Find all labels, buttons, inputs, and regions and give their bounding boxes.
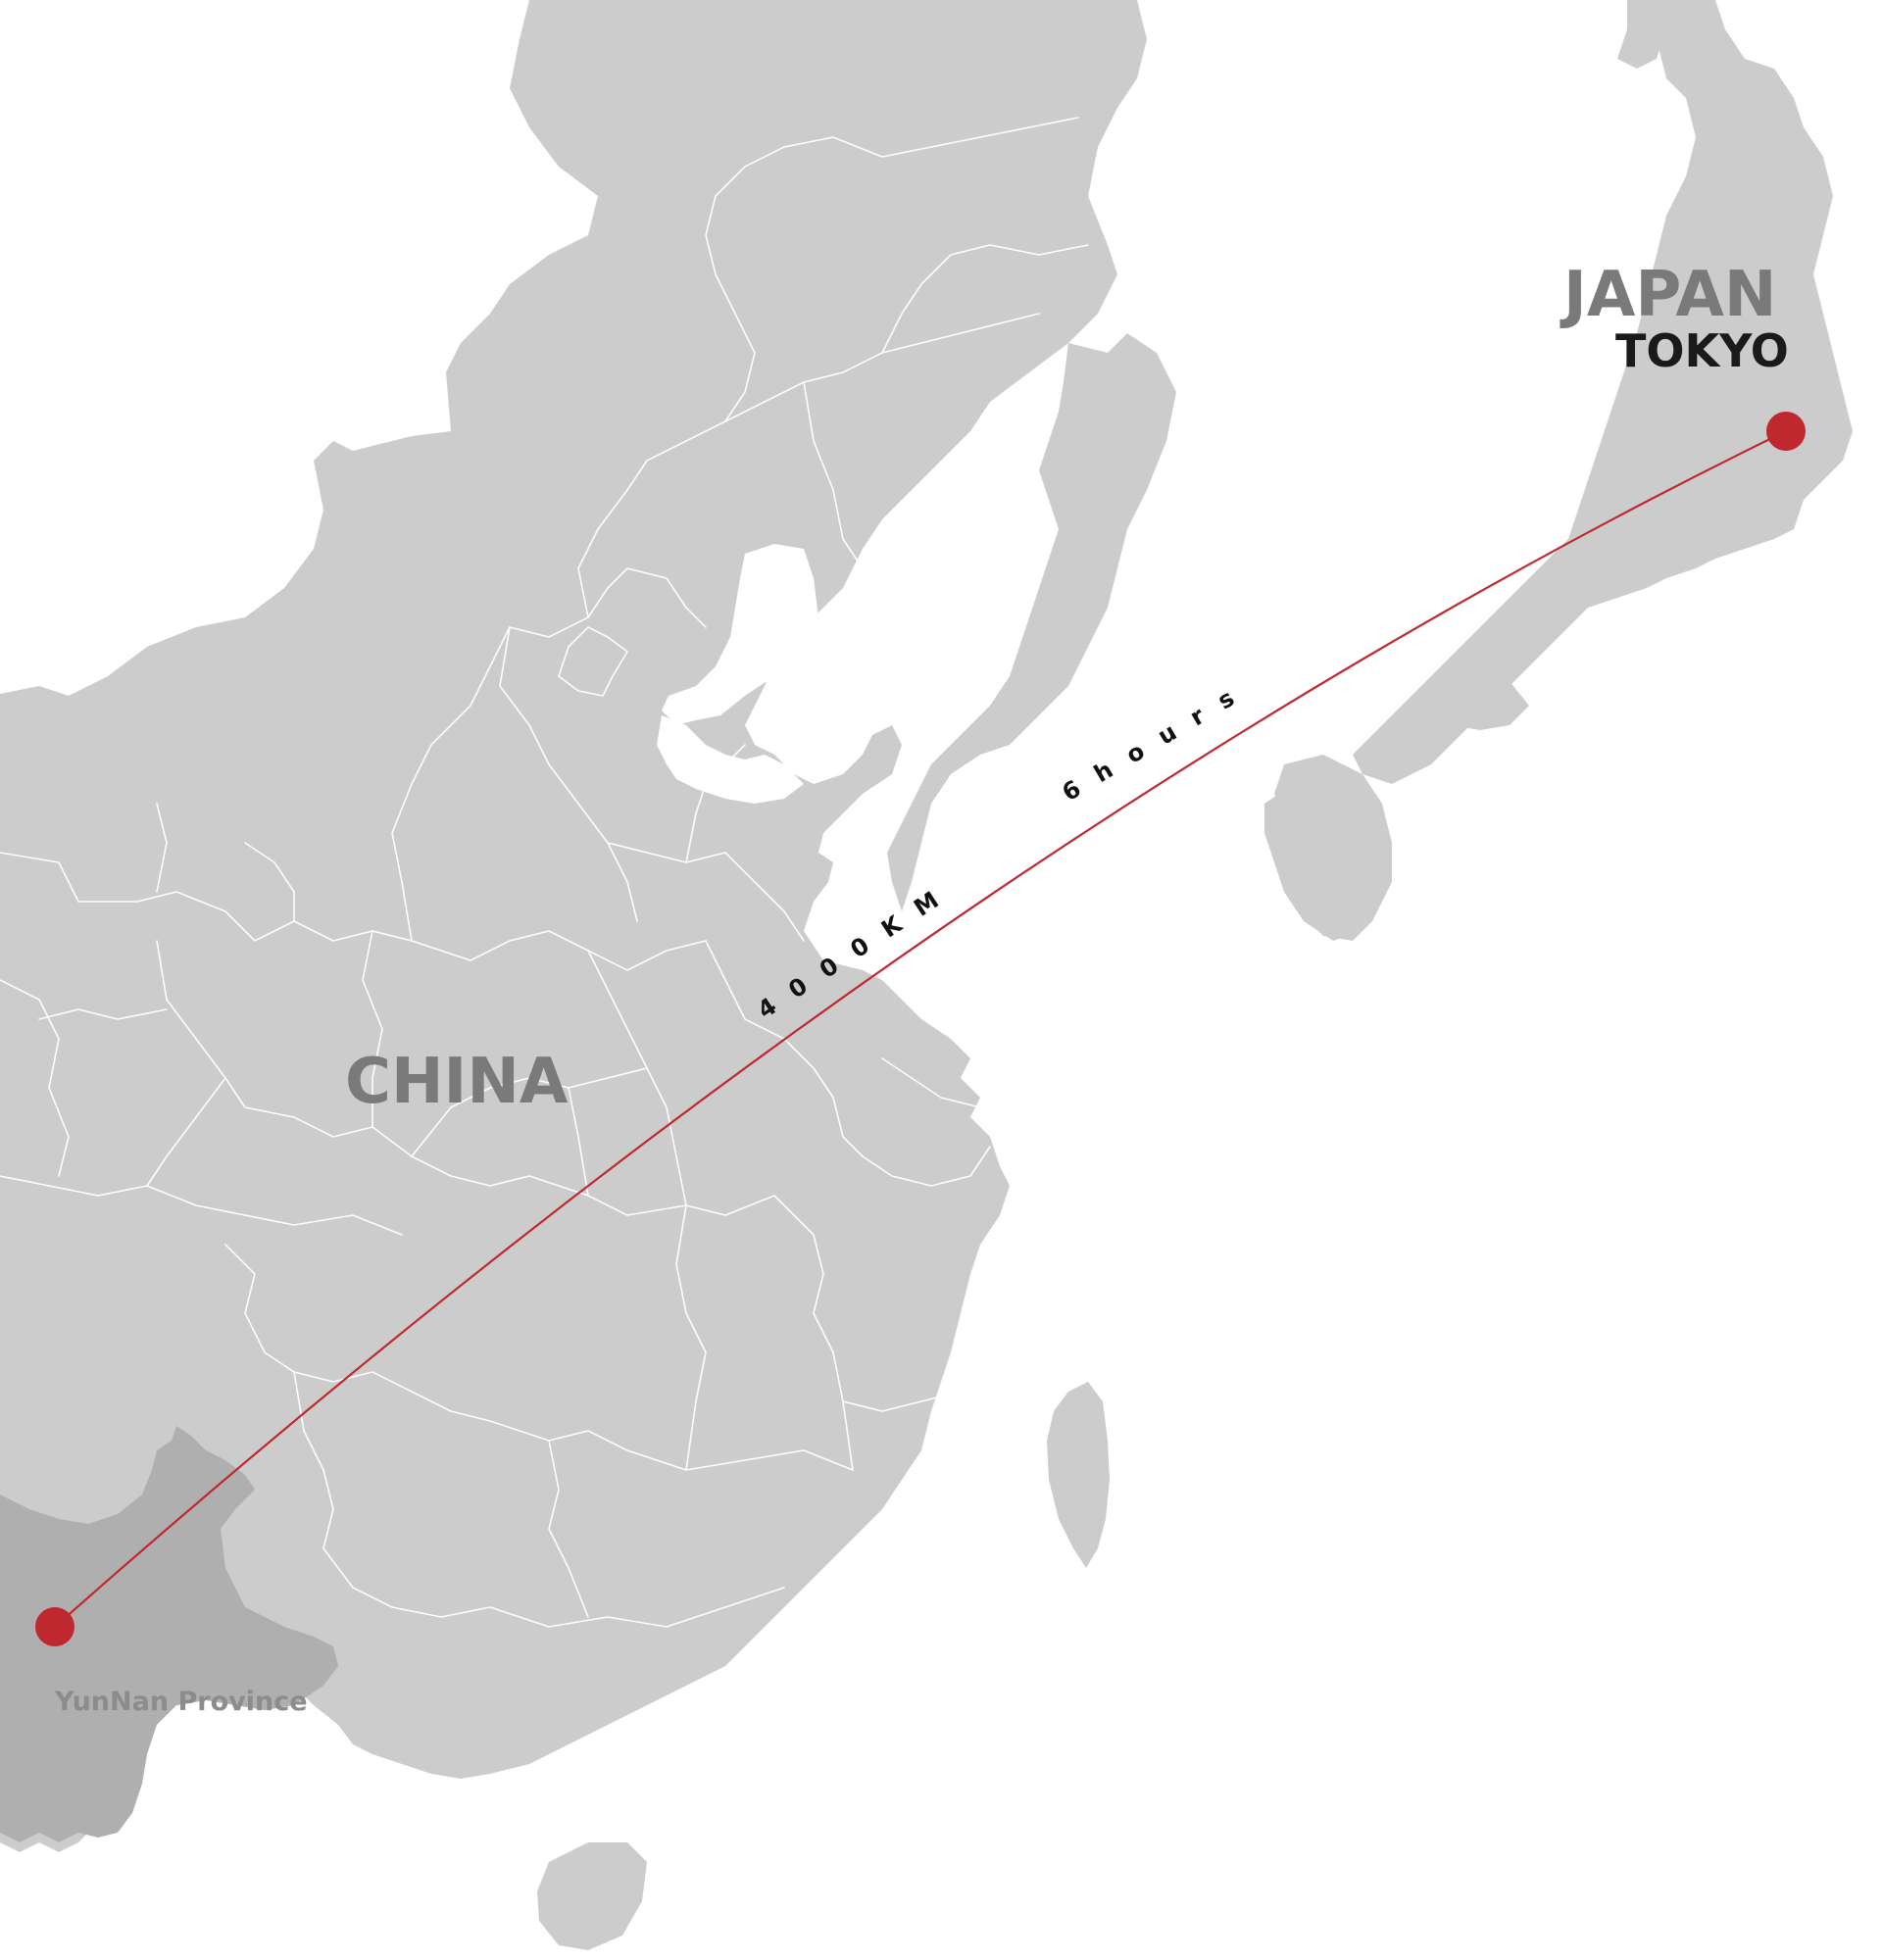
yunnan-marker-dot (35, 1607, 74, 1646)
china-landmass (0, 0, 1147, 1852)
beijing-outline (558, 626, 628, 697)
japan-kyushu (1264, 784, 1372, 941)
tokyo-label: TOKYO (1615, 324, 1789, 377)
province-borders (0, 117, 1089, 1628)
flight-route-line (54, 430, 1787, 1628)
tokyo-marker-dot (1766, 412, 1806, 451)
yunnan-province (0, 1426, 338, 1842)
yunnan-label: YunNan Province (54, 1687, 308, 1717)
hainan-landmass (537, 1842, 647, 1950)
korea-landmass (887, 333, 1176, 911)
taiwan-landmass (1047, 1382, 1110, 1568)
japan-hokkaido (1617, 0, 1666, 69)
china-label: CHINA (345, 1046, 569, 1118)
bohai-sea (662, 544, 818, 725)
japan-shikoku (1426, 676, 1529, 730)
japan-honshu (1353, 0, 1853, 784)
japan-label: JAPAN (1560, 259, 1776, 331)
